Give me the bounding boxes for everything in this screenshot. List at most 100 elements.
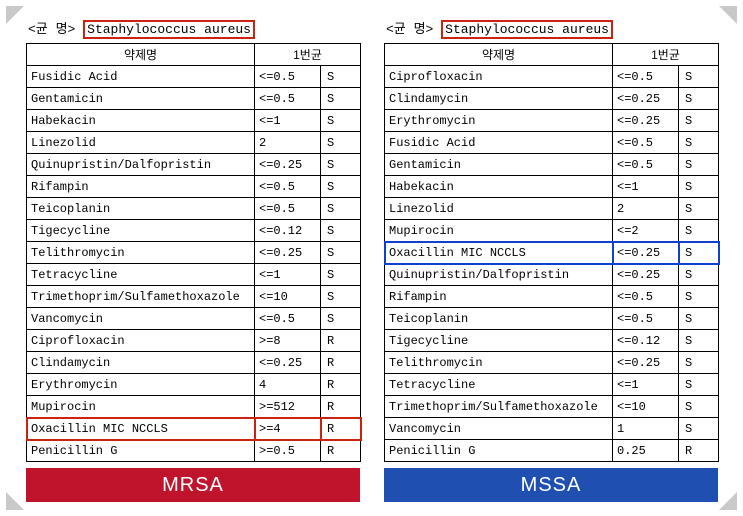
mic-value: <=0.25 [255, 242, 321, 264]
susceptibility: S [321, 88, 361, 110]
susceptibility: S [321, 220, 361, 242]
mic-value: <=0.5 [613, 154, 679, 176]
mic-value: >=8 [255, 330, 321, 352]
corner-decoration [6, 6, 24, 24]
mic-value: <=0.25 [613, 264, 679, 286]
drug-name: Quinupristin/Dalfopristin [385, 264, 613, 286]
table-row: Tigecycline<=0.12S [27, 220, 361, 242]
drug-name: Linezolid [385, 198, 613, 220]
organism-prefix: <균 명> [386, 18, 433, 37]
drug-name: Trimethoprim/Sulfamethoxazole [385, 396, 613, 418]
table-row: Vancomycin<=0.5S [27, 308, 361, 330]
table-row: Vancomycin1S [385, 418, 719, 440]
organism-name: Staphylococcus aureus [441, 20, 613, 39]
mic-value: >=0.5 [255, 440, 321, 462]
drug-name: Oxacillin MIC NCCLS [27, 418, 255, 440]
table-row: Tetracycline<=1S [27, 264, 361, 286]
mic-value: 0.25 [613, 440, 679, 462]
table-row: Teicoplanin<=0.5S [385, 308, 719, 330]
drug-name: Fusidic Acid [385, 132, 613, 154]
table-row: Oxacillin MIC NCCLS<=0.25S [385, 242, 719, 264]
drug-name: Mupirocin [27, 396, 255, 418]
susceptibility: S [679, 374, 719, 396]
mic-value: <=10 [255, 286, 321, 308]
susceptibility: R [321, 374, 361, 396]
drug-name: Erythromycin [27, 374, 255, 396]
mic-value: <=0.12 [255, 220, 321, 242]
table-row: Penicillin G>=0.5R [27, 440, 361, 462]
corner-decoration [719, 6, 737, 24]
mic-value: <=0.5 [255, 176, 321, 198]
susceptibility: S [679, 330, 719, 352]
mic-value: <=0.12 [613, 330, 679, 352]
table-header-row: 약제명 1번균 [27, 44, 361, 66]
mic-value: >=4 [255, 418, 321, 440]
table-row: Gentamicin<=0.5S [385, 154, 719, 176]
drug-name: Gentamicin [27, 88, 255, 110]
table-row: Rifampin<=0.5S [27, 176, 361, 198]
mic-value: 2 [613, 198, 679, 220]
table-row: Telithromycin<=0.25S [385, 352, 719, 374]
susceptibility: S [679, 418, 719, 440]
drug-name: Mupirocin [385, 220, 613, 242]
susceptibility: S [321, 176, 361, 198]
drug-name: Gentamicin [385, 154, 613, 176]
mic-value: <=0.25 [613, 110, 679, 132]
drug-name: Oxacillin MIC NCCLS [385, 242, 613, 264]
organism-prefix: <균 명> [28, 18, 75, 37]
susceptibility: R [321, 418, 361, 440]
drug-name: Habekacin [385, 176, 613, 198]
mic-value: <=0.25 [613, 242, 679, 264]
col-header-mic: 1번균 [255, 44, 361, 66]
drug-name: Erythromycin [385, 110, 613, 132]
drug-name: Penicillin G [27, 440, 255, 462]
mic-value: <=10 [613, 396, 679, 418]
susceptibility-table: 약제명 1번균 Ciprofloxacin<=0.5SClindamycin<=… [384, 43, 719, 462]
table-row: Tetracycline<=1S [385, 374, 719, 396]
table-header-row: 약제명 1번균 [385, 44, 719, 66]
table-row: Clindamycin<=0.25R [27, 352, 361, 374]
organism-name: Staphylococcus aureus [83, 20, 255, 39]
susceptibility-table: 약제명 1번균 Fusidic Acid<=0.5SGentamicin<=0.… [26, 43, 361, 462]
mic-value: >=512 [255, 396, 321, 418]
susceptibility: S [679, 220, 719, 242]
drug-name: Clindamycin [385, 88, 613, 110]
table-row: Linezolid2S [385, 198, 719, 220]
susceptibility: S [321, 242, 361, 264]
organism-header: <균 명> Staphylococcus aureus [26, 18, 360, 43]
susceptibility: S [321, 286, 361, 308]
susceptibility: S [679, 286, 719, 308]
drug-name: Vancomycin [385, 418, 613, 440]
table-row: Trimethoprim/Sulfamethoxazole<=10S [385, 396, 719, 418]
panels: <균 명> Staphylococcus aureus 약제명 1번균 Fusi… [0, 0, 743, 502]
mic-value: <=0.5 [255, 66, 321, 88]
table-row: Fusidic Acid<=0.5S [385, 132, 719, 154]
table-row: Ciprofloxacin>=8R [27, 330, 361, 352]
organism-header: <균 명> Staphylococcus aureus [384, 18, 718, 43]
mic-value: <=0.25 [613, 88, 679, 110]
table-row: Erythromycin<=0.25S [385, 110, 719, 132]
table-row: Gentamicin<=0.5S [27, 88, 361, 110]
drug-name: Rifampin [385, 286, 613, 308]
drug-name: Telithromycin [27, 242, 255, 264]
drug-name: Tetracycline [27, 264, 255, 286]
mic-value: 4 [255, 374, 321, 396]
mic-value: <=0.25 [255, 352, 321, 374]
susceptibility: R [321, 396, 361, 418]
table-row: Habekacin<=1S [27, 110, 361, 132]
footer-label-mrsa: MRSA [26, 468, 360, 502]
table-row: Penicillin G0.25R [385, 440, 719, 462]
susceptibility: S [321, 308, 361, 330]
table-row: Fusidic Acid<=0.5S [27, 66, 361, 88]
table-row: Clindamycin<=0.25S [385, 88, 719, 110]
drug-name: Teicoplanin [385, 308, 613, 330]
mic-value: <=1 [613, 176, 679, 198]
drug-name: Telithromycin [385, 352, 613, 374]
page: <균 명> Staphylococcus aureus 약제명 1번균 Fusi… [0, 0, 743, 516]
table-row: Quinupristin/Dalfopristin<=0.25S [27, 154, 361, 176]
table-row: Teicoplanin<=0.5S [27, 198, 361, 220]
mic-value: <=0.5 [613, 308, 679, 330]
corner-decoration [719, 492, 737, 510]
table-row: Ciprofloxacin<=0.5S [385, 66, 719, 88]
drug-name: Quinupristin/Dalfopristin [27, 154, 255, 176]
